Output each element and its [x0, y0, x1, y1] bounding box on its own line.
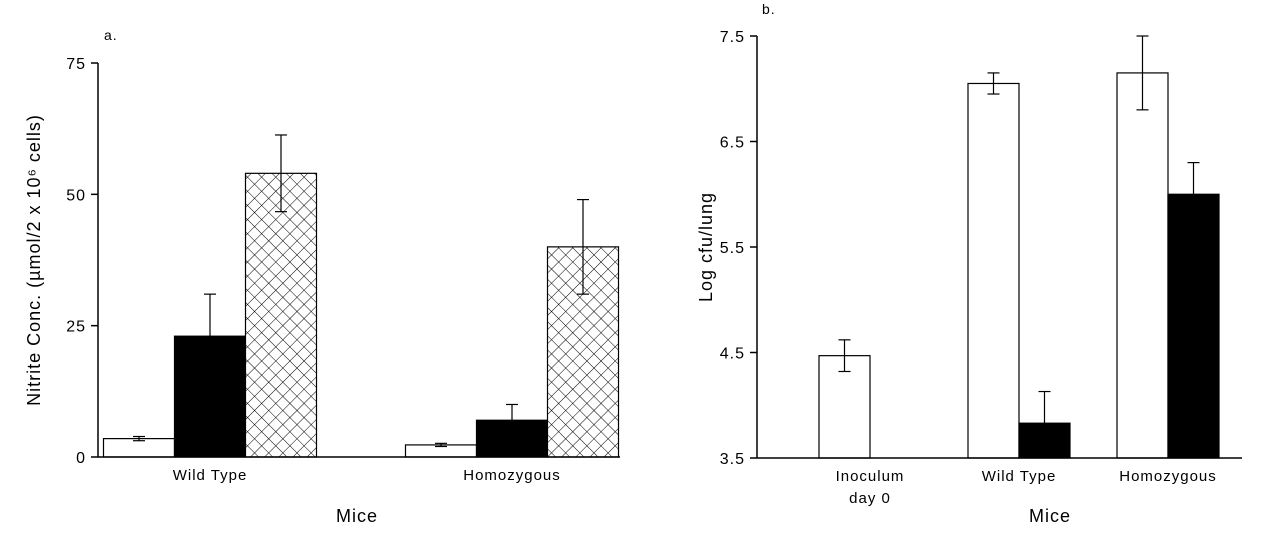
panel-label: a. [104, 27, 118, 43]
bar [1116, 72, 1169, 459]
x-tick-label: Wild Type [981, 468, 1057, 485]
y-tick-label: 5.5 [720, 240, 745, 257]
y-tick-label: 6.5 [720, 135, 745, 152]
y-tick-label: 4.5 [720, 346, 745, 363]
bar [102, 438, 176, 458]
y-tick-label: 75 [66, 56, 86, 73]
bar [967, 82, 1020, 459]
y-tick-label: 50 [66, 187, 86, 204]
x-axis-label: Mice [1029, 506, 1071, 526]
y-axis-label: Log cfu/lung [696, 192, 716, 302]
bar [244, 172, 318, 458]
y-axis-label: Nitrite Conc. (µmol/2 x 10⁶ cells) [24, 114, 44, 406]
x-tick-label: Homozygous [1119, 468, 1217, 485]
x-tick-label: Wild Type [172, 467, 248, 484]
y-tick-label: 3.5 [720, 451, 745, 468]
x-axis-label: Mice [336, 506, 378, 526]
y-tick-label: 0 [76, 450, 86, 467]
x-tick-label: Inoculum day 0 [835, 468, 905, 507]
x-tick-label: Homozygous [463, 467, 561, 484]
y-tick-label: 25 [66, 319, 86, 336]
bar [818, 355, 871, 459]
bar [1167, 193, 1220, 459]
y-tick-label: 7.5 [720, 29, 745, 46]
panel-label: b. [762, 1, 776, 17]
